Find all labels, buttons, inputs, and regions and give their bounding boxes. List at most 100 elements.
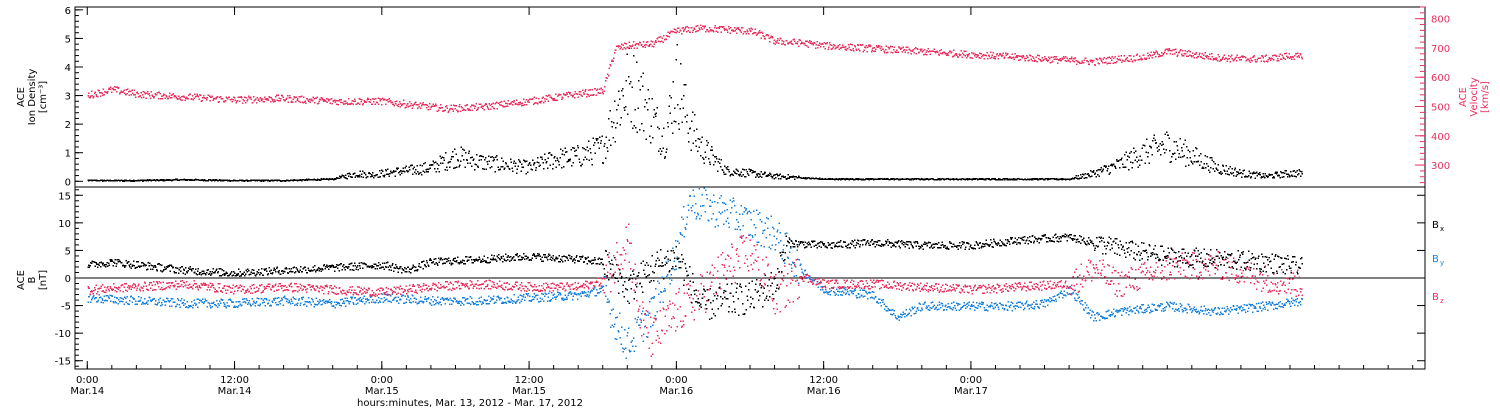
by-point — [540, 301, 542, 303]
density-point — [454, 149, 456, 151]
density-point — [1138, 159, 1140, 161]
by-point — [867, 298, 869, 300]
by-point — [141, 304, 143, 306]
by-point — [665, 290, 667, 292]
by-point — [1152, 310, 1154, 312]
by-point — [134, 304, 136, 306]
velocity-point — [567, 96, 569, 98]
density-point — [502, 166, 504, 168]
density-point — [1103, 169, 1105, 171]
by-point — [819, 282, 821, 284]
velocity-point — [326, 98, 328, 100]
by-point — [605, 296, 607, 298]
velocity-point — [905, 47, 907, 49]
density-point — [1213, 161, 1215, 163]
velocity-point — [626, 43, 628, 45]
by-point — [914, 313, 916, 315]
by-point — [885, 306, 887, 308]
by-point — [161, 302, 163, 304]
velocity-point — [394, 105, 396, 107]
by-point — [701, 194, 703, 196]
velocity-point — [960, 54, 962, 56]
density-point — [461, 146, 463, 148]
by-point — [903, 314, 905, 316]
by-point — [688, 209, 690, 211]
velocity-point — [736, 33, 738, 35]
by-point — [1020, 302, 1022, 304]
velocity-point — [428, 109, 430, 111]
by-point — [344, 302, 346, 304]
by-point — [453, 301, 455, 303]
by-point — [423, 301, 425, 303]
velocity-point — [1025, 58, 1027, 60]
velocity-point — [545, 101, 547, 103]
density-point — [648, 98, 650, 100]
velocity-point — [248, 96, 250, 98]
density-point — [652, 137, 654, 139]
density-point — [1228, 168, 1230, 170]
by-point — [570, 291, 572, 293]
density-point — [1127, 155, 1129, 157]
velocity-point — [651, 45, 653, 47]
by-point — [260, 304, 262, 306]
velocity-point — [615, 50, 617, 52]
x-axis: 0:00Mar.1412:00Mar.140:00Mar.1512:00Mar.… — [70, 7, 1412, 397]
density-point — [470, 157, 472, 159]
by-point — [307, 302, 309, 304]
velocity-point — [541, 100, 543, 102]
by-point — [1036, 300, 1038, 302]
by-point — [412, 295, 414, 297]
density-point — [699, 139, 701, 141]
by-point — [1150, 310, 1152, 312]
by-point — [252, 303, 254, 305]
by-point — [157, 304, 159, 306]
density-point — [599, 137, 601, 139]
density-point — [780, 178, 782, 180]
by-point — [433, 304, 435, 306]
density-point — [1203, 168, 1205, 170]
density-point — [687, 115, 689, 117]
by-point — [281, 298, 283, 300]
density-point — [642, 86, 644, 88]
velocity-point — [734, 27, 736, 29]
by-point — [497, 296, 499, 298]
density-point — [564, 148, 566, 150]
by-point — [925, 307, 927, 309]
by-point — [556, 296, 558, 298]
density-point — [785, 176, 787, 178]
by-point — [248, 302, 250, 304]
density-point — [1249, 172, 1251, 174]
by-point — [364, 303, 366, 305]
density-point — [361, 173, 363, 175]
velocity-point — [603, 93, 605, 95]
density-point — [380, 173, 382, 175]
by-point — [178, 300, 180, 302]
density-point — [657, 107, 659, 109]
density-point — [691, 121, 693, 123]
by-point — [922, 309, 924, 311]
by-point — [282, 299, 284, 301]
by-point — [1092, 310, 1094, 312]
by-point — [280, 300, 282, 302]
velocity-point — [311, 98, 313, 100]
by-point — [542, 293, 544, 295]
by-point — [599, 288, 601, 290]
density-point — [715, 161, 717, 163]
density-point — [358, 176, 360, 178]
velocity-point — [608, 75, 610, 77]
density-point — [646, 102, 648, 104]
velocity-point — [1064, 58, 1066, 60]
by-point — [360, 297, 362, 299]
by-point — [342, 303, 344, 305]
by-point — [983, 302, 985, 304]
density-point — [641, 123, 643, 125]
velocity-point — [193, 98, 195, 100]
density-point — [514, 165, 516, 167]
velocity-point — [182, 100, 184, 102]
density-point — [1232, 172, 1234, 174]
density-point — [662, 148, 664, 150]
by-point — [577, 298, 579, 300]
by-point — [1089, 313, 1091, 315]
density-point — [1274, 177, 1276, 179]
velocity-point — [1024, 58, 1026, 60]
